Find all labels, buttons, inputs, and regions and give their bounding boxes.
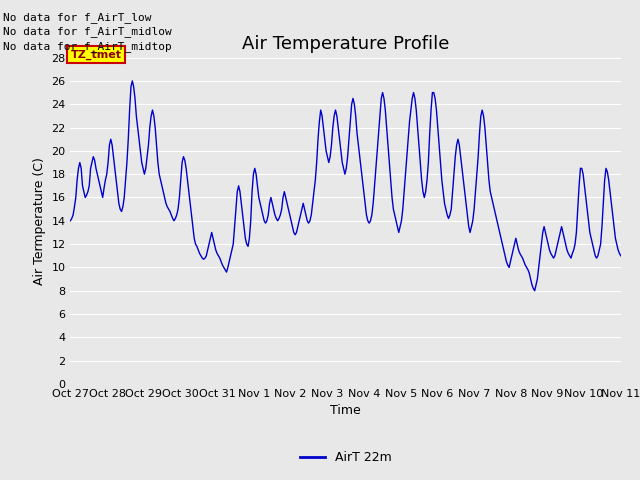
Text: No data for f_AirT_midtop: No data for f_AirT_midtop [3,41,172,52]
Y-axis label: Air Termperature (C): Air Termperature (C) [33,157,45,285]
Text: No data for f_AirT_low: No data for f_AirT_low [3,12,152,23]
X-axis label: Time: Time [330,405,361,418]
Text: No data for f_AirT_midlow: No data for f_AirT_midlow [3,26,172,37]
Legend: AirT 22m: AirT 22m [295,446,396,469]
Title: Air Temperature Profile: Air Temperature Profile [242,35,449,53]
Text: TZ_tmet: TZ_tmet [70,49,122,60]
